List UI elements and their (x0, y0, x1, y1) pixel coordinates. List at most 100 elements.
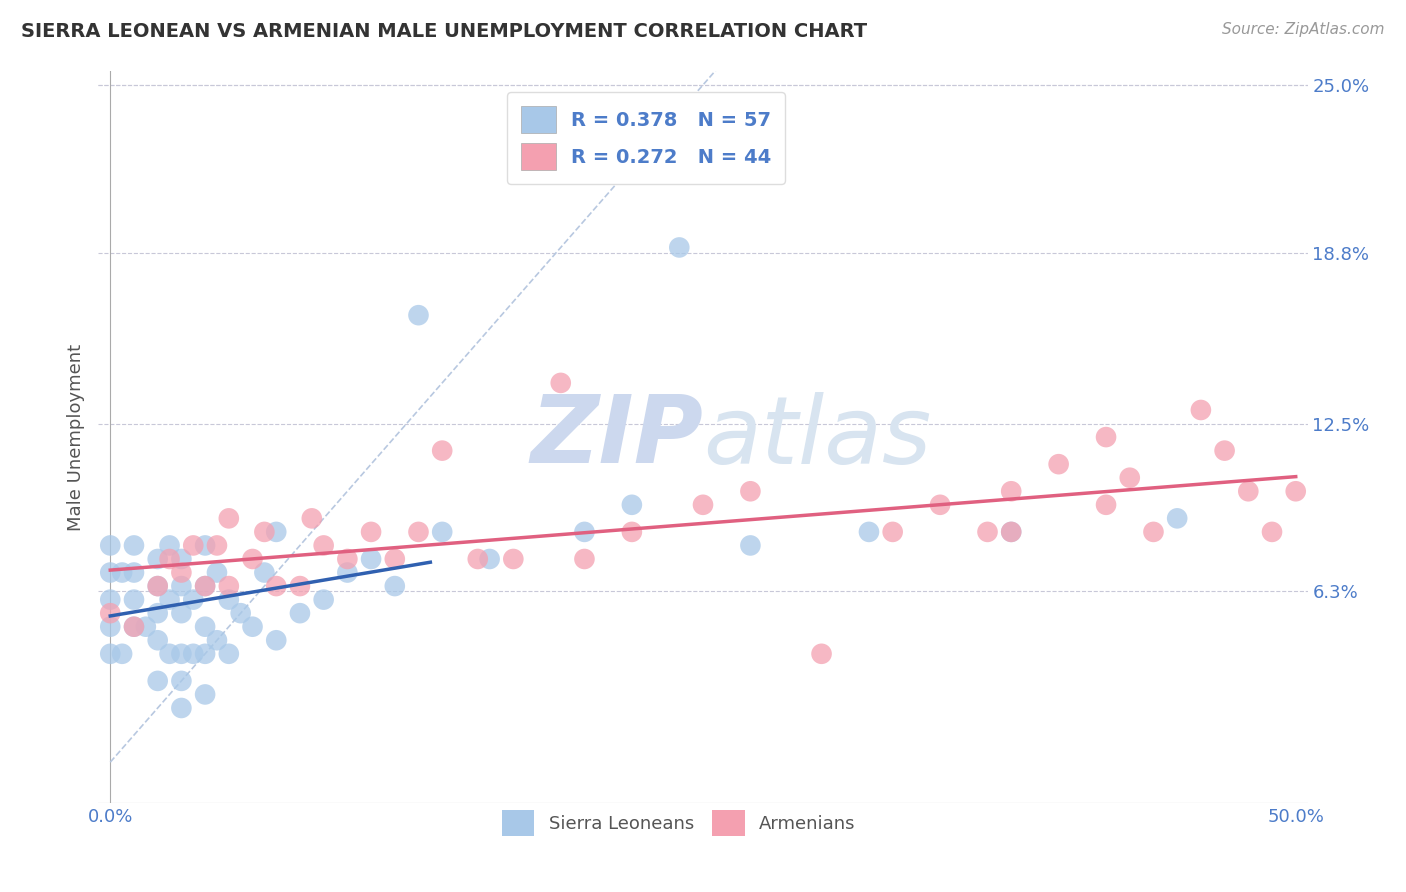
Point (467, 552, 489, 566)
Point (159, 552, 181, 566)
Point (1119, 471, 1142, 485)
Point (98, 647, 121, 661)
Point (336, 552, 359, 566)
Point (301, 511, 323, 525)
Point (312, 592, 335, 607)
Point (360, 552, 382, 566)
Point (159, 592, 181, 607)
Point (194, 579, 217, 593)
Point (384, 579, 406, 593)
Point (288, 579, 311, 593)
Point (194, 579, 217, 593)
Point (1000, 524, 1022, 539)
Point (111, 647, 134, 661)
Point (111, 566, 134, 580)
Point (170, 579, 193, 593)
Point (740, 484, 762, 499)
Point (264, 633, 287, 648)
Point (288, 606, 311, 620)
Point (1261, 524, 1284, 539)
Point (574, 552, 596, 566)
Point (1285, 484, 1308, 499)
Point (146, 606, 169, 620)
Point (1166, 511, 1188, 525)
Point (170, 566, 193, 580)
Point (242, 620, 264, 634)
Point (408, 524, 430, 539)
Point (194, 620, 217, 634)
Point (146, 579, 169, 593)
Point (692, 498, 714, 512)
Point (194, 647, 217, 661)
Point (170, 606, 193, 620)
Point (336, 566, 359, 580)
Point (170, 647, 193, 661)
Point (98, 606, 121, 620)
Point (976, 524, 998, 539)
Point (929, 498, 952, 512)
Point (98, 592, 121, 607)
Point (122, 592, 145, 607)
Point (146, 633, 169, 648)
Point (1095, 430, 1118, 444)
Text: atlas: atlas (703, 392, 931, 483)
Point (170, 552, 193, 566)
Point (668, 240, 690, 254)
Text: ZIP: ZIP (530, 391, 703, 483)
Point (264, 579, 287, 593)
Point (181, 592, 204, 607)
Point (620, 498, 643, 512)
Point (159, 647, 181, 661)
Point (146, 552, 169, 566)
Legend: Sierra Leoneans, Armenians: Sierra Leoneans, Armenians (494, 801, 865, 845)
Point (218, 511, 240, 525)
Point (620, 524, 643, 539)
Point (122, 620, 145, 634)
Text: Source: ZipAtlas.com: Source: ZipAtlas.com (1222, 22, 1385, 37)
Point (312, 538, 335, 552)
Point (1213, 443, 1236, 458)
Point (205, 566, 228, 580)
Point (253, 566, 276, 580)
Point (550, 376, 572, 390)
Point (1189, 403, 1212, 417)
Point (170, 701, 193, 715)
Point (264, 524, 287, 539)
Point (218, 592, 240, 607)
Point (146, 673, 169, 688)
Point (229, 606, 252, 620)
Point (740, 538, 762, 552)
Point (181, 647, 204, 661)
Point (253, 524, 276, 539)
Point (1095, 498, 1118, 512)
Point (194, 688, 217, 702)
Point (122, 620, 145, 634)
Point (122, 566, 145, 580)
Point (432, 443, 454, 458)
Point (122, 538, 145, 552)
Point (98, 538, 121, 552)
Point (205, 633, 228, 648)
Point (810, 647, 832, 661)
Point (98, 566, 121, 580)
Point (360, 524, 382, 539)
Y-axis label: Male Unemployment: Male Unemployment (66, 343, 84, 531)
Point (135, 620, 157, 634)
Point (1237, 484, 1260, 499)
Point (170, 673, 193, 688)
Point (242, 552, 264, 566)
Point (1047, 457, 1070, 471)
Point (478, 552, 501, 566)
Point (858, 524, 880, 539)
Point (1000, 524, 1022, 539)
Point (408, 308, 430, 322)
Point (502, 552, 524, 566)
Point (181, 538, 204, 552)
Point (218, 579, 240, 593)
Point (218, 647, 240, 661)
Point (98, 620, 121, 634)
Point (194, 538, 217, 552)
Point (146, 579, 169, 593)
Point (1142, 524, 1164, 539)
Point (384, 552, 406, 566)
